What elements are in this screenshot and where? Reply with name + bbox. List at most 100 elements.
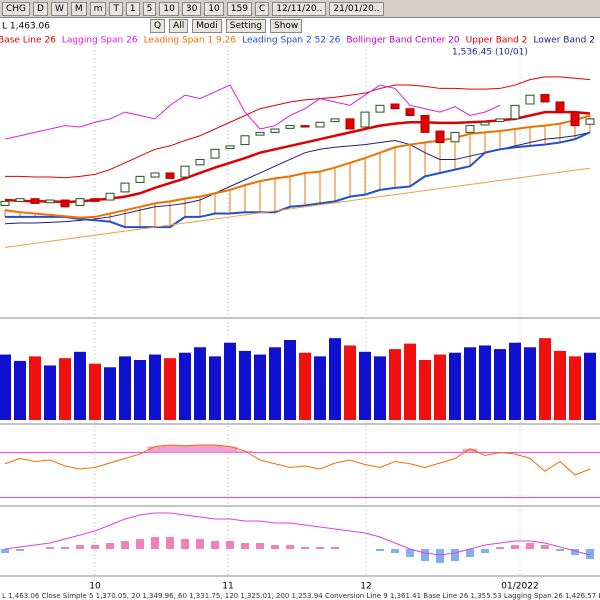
candle: [300, 125, 310, 128]
x-label: 12: [360, 582, 371, 592]
macd-bar: [256, 543, 264, 549]
overbought-fill: [237, 451, 253, 453]
btn[interactable]: C: [254, 1, 270, 16]
candle: [585, 118, 595, 125]
macd-bar: [421, 549, 429, 561]
macd-bar: [571, 549, 579, 555]
btn[interactable]: Show: [270, 19, 303, 33]
volume-bar: [509, 342, 521, 420]
volume-bar: [224, 342, 236, 420]
indicator-line: [5, 76, 591, 179]
btn[interactable]: 5: [142, 1, 157, 16]
volume-bar: [164, 358, 176, 420]
macd-bar: [196, 539, 204, 549]
volume-bar: [569, 356, 581, 420]
btn[interactable]: m: [89, 1, 107, 16]
btn[interactable]: W: [50, 1, 68, 16]
volume-bar: [329, 338, 341, 420]
overbought-fill: [462, 448, 478, 453]
volume-bar: [404, 343, 416, 420]
macd-bar: [271, 545, 279, 549]
candle: [495, 118, 505, 123]
candle: [285, 125, 295, 129]
candle: [360, 111, 370, 128]
candle: [150, 172, 160, 178]
x-label: 10: [89, 582, 101, 592]
macd-bar: [556, 549, 564, 551]
candle: [225, 145, 235, 150]
legend-entry: Bollinger Band Center 20: [346, 36, 460, 46]
macd-bar: [76, 545, 84, 549]
btn[interactable]: 30: [181, 1, 202, 16]
candle: [375, 104, 385, 113]
btn[interactable]: T: [109, 1, 123, 16]
macd-bar: [46, 547, 54, 549]
oscillator-line: [4, 444, 591, 476]
macd-bar: [286, 545, 294, 549]
btn[interactable]: Modi: [192, 19, 222, 33]
macd-bar: [496, 547, 504, 549]
candle: [90, 198, 100, 202]
btn[interactable]: D: [33, 1, 48, 16]
indicator-line: [4, 167, 591, 248]
candle: [240, 135, 250, 146]
macd-bar: [91, 545, 99, 549]
btn[interactable]: CHG: [2, 1, 31, 16]
candle: [195, 158, 205, 166]
date[interactable]: 12/11/20..: [272, 1, 327, 16]
macd-bar: [406, 549, 414, 557]
input[interactable]: 159: [226, 1, 252, 16]
volume-bar: [59, 358, 71, 420]
volume-bar: [359, 351, 371, 420]
volume-bar: [134, 360, 146, 420]
btn[interactable]: M: [70, 1, 87, 16]
candle: [0, 200, 10, 206]
indicator-line: [4, 84, 501, 140]
candle: [450, 131, 460, 143]
btn[interactable]: All: [169, 19, 189, 33]
indicator-line: [4, 110, 591, 204]
volume-bar: [149, 354, 161, 420]
candle: [540, 94, 550, 103]
btn[interactable]: 10: [159, 1, 179, 16]
volume-bar: [269, 347, 281, 420]
volume-bar: [584, 352, 596, 420]
btn[interactable]: 1: [125, 1, 140, 16]
volume-bar: [479, 345, 491, 420]
macd-bar: [586, 549, 594, 559]
indicator-line: [4, 131, 591, 225]
candle: [435, 130, 445, 144]
overbought-fill: [207, 445, 223, 453]
candle: [60, 199, 70, 208]
date[interactable]: 21/01/20..: [329, 1, 384, 16]
volume-bar: [299, 352, 311, 420]
candle: [390, 103, 400, 110]
volume-bar: [254, 354, 266, 420]
candle: [135, 175, 145, 183]
candle: [210, 148, 220, 159]
candle: [555, 101, 565, 113]
macd-bar: [211, 541, 219, 549]
candle: [330, 118, 340, 123]
btn[interactable]: Setting: [225, 19, 266, 33]
macd-bar: [451, 549, 459, 561]
volume-bar: [44, 365, 56, 420]
candle: [405, 108, 415, 116]
toolbar: CHG D W M m T 1 5 10 30 10 159 C 12/11/2…: [0, 0, 600, 18]
legend-entry: Leading Span 1 9,26: [144, 36, 237, 46]
volume-bar: [209, 356, 221, 420]
macd-bar: [181, 539, 189, 549]
toolbar-2: Q All Modi Setting Show: [150, 19, 303, 33]
macd-bar: [301, 547, 309, 549]
btn[interactable]: Q: [150, 19, 166, 33]
volume-bar: [494, 349, 506, 420]
candle: [120, 182, 130, 193]
candle: [15, 198, 25, 202]
input[interactable]: 10: [204, 1, 224, 16]
volume-bar: [29, 356, 41, 420]
indicator-line: [4, 114, 591, 219]
candle: [570, 111, 580, 127]
volume-bar: [119, 356, 131, 420]
macd-bar: [136, 539, 144, 549]
